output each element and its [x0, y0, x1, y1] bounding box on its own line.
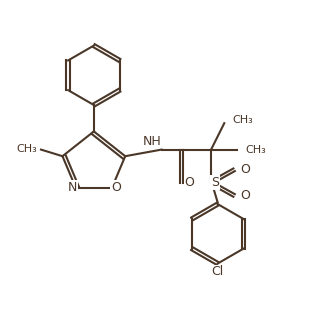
- Text: O: O: [240, 189, 250, 202]
- Text: O: O: [240, 163, 250, 176]
- Text: O: O: [185, 176, 194, 189]
- Text: CH₃: CH₃: [16, 144, 37, 154]
- Text: NH: NH: [142, 135, 161, 148]
- Text: S: S: [211, 176, 219, 189]
- Text: O: O: [111, 181, 121, 194]
- Text: CH₃: CH₃: [246, 145, 266, 155]
- Text: CH₃: CH₃: [232, 115, 253, 125]
- Text: N: N: [68, 181, 77, 194]
- Text: Cl: Cl: [211, 265, 224, 278]
